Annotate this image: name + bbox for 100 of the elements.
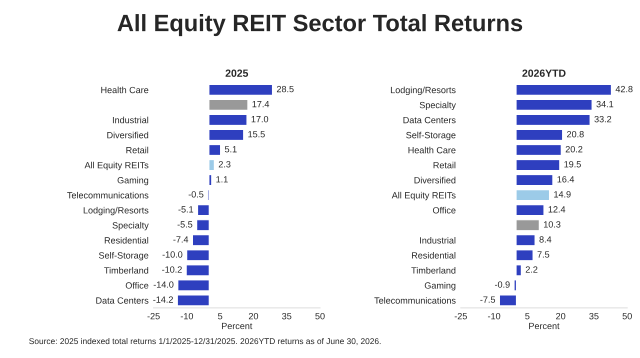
bar (516, 250, 534, 261)
bar (516, 114, 590, 126)
data-label: -14.2 (153, 296, 173, 303)
data-label: 10.3 (544, 221, 560, 228)
chart-title: 2025 (226, 70, 248, 77)
y-tick-label: Industrial (112, 116, 148, 124)
bar (516, 264, 522, 276)
data-label: -10.0 (162, 251, 182, 258)
y-tick-label: Specialty (112, 222, 149, 230)
data-label: -0.9 (494, 281, 510, 288)
data-label: 17.0 (252, 116, 268, 122)
x-tick-label: -10 (488, 312, 500, 320)
y-tick-label: Health Care (101, 86, 148, 94)
y-tick-label: Data Centers (403, 116, 456, 124)
x-axis-title: Percent (529, 322, 560, 330)
bar (208, 114, 248, 126)
data-label: 2.2 (526, 266, 538, 273)
y-tick-label: Residential (412, 252, 456, 259)
data-label: 20.2 (566, 146, 582, 152)
bar (177, 294, 210, 306)
bar (516, 189, 550, 201)
y-tick-label: Retail (126, 146, 148, 154)
y-tick-label: Diversified (107, 132, 148, 138)
data-label: 2.3 (218, 161, 230, 168)
x-tick-label: 5 (218, 313, 222, 320)
y-tick-label: Health Care (408, 146, 456, 154)
y-tick-label: Industrial (420, 236, 456, 244)
data-label: 5.1 (224, 146, 237, 152)
bar (186, 250, 210, 261)
y-tick-label: Residential (104, 236, 148, 244)
bar (516, 220, 540, 231)
bar (516, 204, 544, 216)
y-tick-label: Specialty (420, 102, 456, 110)
data-label: 28.5 (276, 86, 294, 92)
data-label: -5.1 (178, 206, 194, 213)
x-tick-label: -10 (180, 312, 194, 320)
x-tick-label: 35 (589, 312, 599, 320)
data-label: -5.5 (178, 221, 192, 228)
data-label: 33.2 (594, 116, 612, 122)
bar (208, 129, 244, 141)
source-note: Source: 2025 indexed total returns 1/1/2025-12/31/2025. 2026YTD returns as of June 30, 2026. (29, 338, 381, 346)
bar (516, 129, 563, 141)
data-label: 16.4 (558, 176, 574, 182)
bar (186, 264, 210, 276)
data-label: 7.5 (538, 251, 550, 258)
bar (208, 159, 215, 171)
y-tick-label: All Equity REITs (84, 162, 148, 170)
bar (208, 99, 248, 111)
data-label: -7.5 (480, 296, 496, 303)
bar (516, 144, 562, 156)
bar (208, 174, 212, 186)
data-label: -14.0 (154, 281, 174, 288)
x-tick-label: 35 (282, 312, 292, 320)
y-tick-label: Data Centers (96, 297, 148, 304)
y-tick-label: Office (126, 282, 148, 289)
y-tick-label: Diversified (414, 176, 456, 184)
data-label: 20.8 (567, 130, 584, 138)
y-tick-label: Telecommunications (67, 192, 148, 198)
bar (197, 204, 210, 216)
data-label: 17.4 (252, 101, 270, 108)
data-label: 8.4 (539, 236, 552, 243)
data-label: -0.5 (188, 191, 204, 198)
bar (516, 99, 592, 111)
data-label: 14.9 (554, 191, 571, 198)
bar (178, 280, 210, 291)
bar (196, 220, 210, 231)
bar (516, 159, 560, 171)
bar (499, 294, 517, 306)
bar (516, 84, 612, 96)
y-tick-label: Timberland (104, 267, 148, 274)
bar (516, 234, 536, 246)
y-tick-label: Gaming (424, 282, 456, 290)
x-tick-label: -25 (147, 312, 160, 320)
x-tick-label: 50 (315, 312, 325, 320)
bar (192, 234, 210, 246)
data-label: 19.5 (564, 161, 581, 168)
data-label: 1.1 (216, 176, 228, 182)
chart-title: 2026YTD (522, 70, 566, 77)
data-label: 12.4 (548, 206, 566, 212)
x-tick-label: 20 (556, 312, 566, 320)
y-tick-label: Telecommunications (374, 297, 456, 304)
x-tick-label: 20 (248, 312, 258, 320)
x-axis-title: Percent (222, 322, 252, 330)
x-tick-label: 5 (525, 313, 530, 320)
bar (208, 84, 273, 96)
y-tick-label: Self-Storage (406, 132, 456, 140)
y-tick-label: All Equity REITs (392, 192, 456, 200)
y-tick-label: Lodging/Resorts (390, 86, 456, 95)
x-tick-label: 50 (622, 312, 632, 320)
y-tick-label: Office (432, 206, 456, 214)
text: All Equity REIT Sector Total Returns (117, 14, 522, 36)
data-label: 42.8 (616, 86, 633, 92)
y-tick-label: Self-Storage (98, 252, 148, 260)
bar (516, 174, 554, 186)
y-tick-label: Timberland (411, 267, 456, 274)
x-tick-label: -25 (454, 312, 467, 320)
data-label: -7.4 (173, 236, 188, 243)
y-tick-label: Lodging/Resorts (84, 206, 148, 216)
data-label: 34.1 (596, 100, 614, 108)
y-tick-label: Retail (434, 162, 456, 168)
